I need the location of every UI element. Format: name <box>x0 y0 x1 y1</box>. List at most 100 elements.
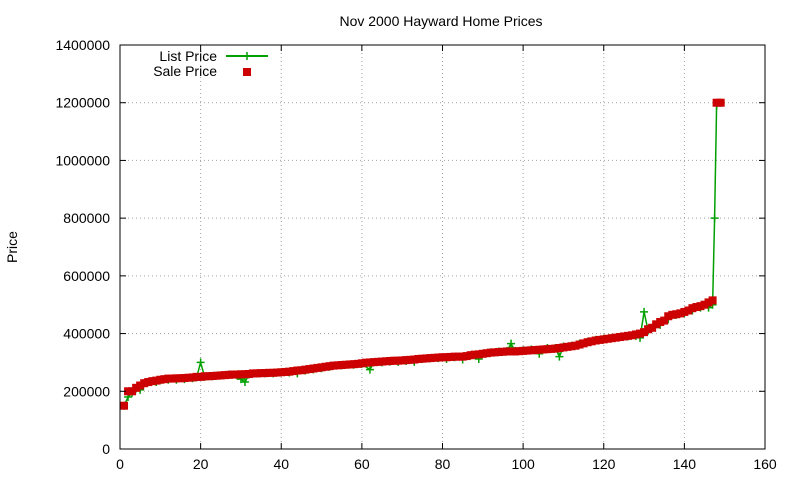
sale-price-point <box>132 383 141 392</box>
sale-price-point <box>418 354 427 363</box>
sale-price-point <box>281 367 290 376</box>
sale-price-point <box>172 374 181 383</box>
sale-price-point <box>531 346 540 355</box>
sale-price-point <box>523 346 532 355</box>
sale-price-point <box>660 316 669 325</box>
sale-price-point <box>285 367 294 376</box>
sale-price-point <box>253 369 262 378</box>
sale-price-point <box>494 348 503 357</box>
sale-price-point <box>140 379 149 388</box>
sale-price-point <box>349 360 358 369</box>
sale-price-point <box>507 347 516 356</box>
sale-price-point <box>220 371 229 380</box>
sale-price-point <box>712 98 721 107</box>
sale-price-point <box>196 372 205 381</box>
sale-price-point <box>579 339 588 348</box>
y-tick-label: 0 <box>102 441 110 457</box>
sale-price-point <box>236 370 245 379</box>
sale-price-point <box>188 373 197 382</box>
sale-price-point <box>422 354 431 363</box>
sale-price-point <box>515 347 524 356</box>
sale-price-point <box>378 357 387 366</box>
sale-price-point <box>164 374 173 383</box>
sale-price-point <box>337 361 346 370</box>
sale-price-point <box>160 375 169 384</box>
sale-price-point <box>156 375 165 384</box>
sale-price-point <box>313 363 322 372</box>
ticks: 0 20 40 60 80 100 120 140 160 0 200000 400000 600000… <box>55 37 776 472</box>
sale-price-point <box>365 358 374 367</box>
sale-price-point <box>668 310 677 319</box>
sale-price-point <box>474 350 483 359</box>
sale-price-point <box>309 364 318 373</box>
sale-price-point <box>539 345 548 354</box>
sale-price-point <box>438 353 447 362</box>
x-tick-label: 100 <box>511 456 535 472</box>
sale-price-point <box>696 302 705 311</box>
sale-price-point <box>692 303 701 312</box>
list-price-point <box>196 358 205 367</box>
sale-price-point <box>265 368 274 377</box>
sale-price-point <box>249 369 258 378</box>
sale-price-point <box>688 304 697 313</box>
sale-price-point <box>293 366 302 375</box>
sale-price-point <box>414 354 423 363</box>
sale-price-point <box>390 356 399 365</box>
x-tick-label: 20 <box>193 456 209 472</box>
sale-price-point <box>305 365 314 374</box>
sale-price-point <box>394 356 403 365</box>
sale-price-point <box>124 387 133 396</box>
sale-price-point <box>458 352 467 361</box>
sale-price-point <box>442 353 451 362</box>
sale-price-point <box>406 355 415 364</box>
list-price-point <box>555 352 564 361</box>
sale-price-point <box>611 333 620 342</box>
legend-marker-list-price <box>243 52 251 60</box>
sale-price-point <box>240 370 249 379</box>
sale-price-point <box>357 359 366 368</box>
sale-price-point <box>466 351 475 360</box>
sale-price-point <box>410 355 419 364</box>
sale-price-point <box>345 360 354 369</box>
sale-price-point <box>664 312 673 321</box>
sale-price-point <box>716 98 725 107</box>
list-price-point <box>240 378 249 387</box>
sale-price-point <box>498 347 507 356</box>
sale-price-point <box>607 334 616 343</box>
sale-price-point <box>374 357 382 366</box>
list-price-point <box>507 339 516 348</box>
sale-price-point <box>450 352 459 361</box>
sale-price-point <box>446 352 455 361</box>
sale-price-point <box>325 362 334 371</box>
list-price-point <box>710 214 719 223</box>
sale-price-point <box>434 353 443 362</box>
sale-price-point <box>144 378 153 387</box>
sale-price-point <box>648 323 657 332</box>
sale-price-point <box>547 344 556 353</box>
sale-price-point <box>353 359 362 368</box>
y-axis-label: Price <box>4 231 20 263</box>
sale-price-point <box>619 332 628 341</box>
sale-price-point <box>704 298 713 307</box>
legend-marker-sale-price <box>243 68 251 76</box>
sale-price-point <box>321 362 330 371</box>
sale-price-point <box>398 356 407 365</box>
x-tick-label: 80 <box>435 456 451 472</box>
y-tick-label: 800000 <box>63 210 110 226</box>
sale-price-point <box>563 342 572 351</box>
x-tick-label: 40 <box>273 456 289 472</box>
sale-price-point <box>257 369 266 378</box>
sale-price-point <box>511 347 520 356</box>
sale-price-point <box>708 296 717 305</box>
sale-price-point <box>482 349 491 358</box>
legend-label-sale-price: Sale Price <box>153 63 217 79</box>
y-tick-label: 400000 <box>63 326 110 342</box>
sale-price-point <box>700 300 709 309</box>
list-price-point <box>640 307 649 316</box>
sale-price-point <box>269 368 278 377</box>
sale-price-point <box>430 353 439 362</box>
legend: List Price Sale Price <box>153 48 268 79</box>
sale-price-point <box>632 330 640 339</box>
sale-price-point <box>575 340 584 349</box>
